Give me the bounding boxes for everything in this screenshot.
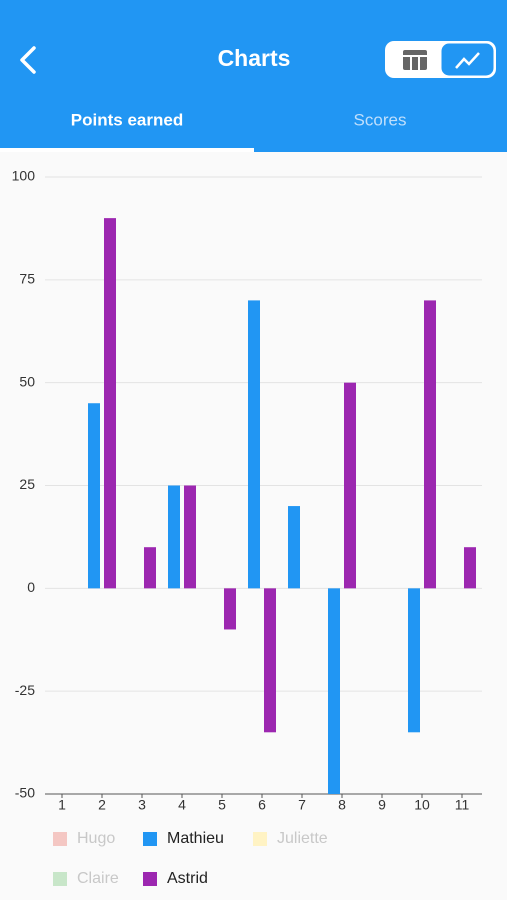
legend-swatch: [53, 832, 67, 846]
bar: [408, 588, 420, 733]
bar: [328, 588, 340, 794]
y-tick-label: 100: [12, 168, 36, 184]
title: Charts: [218, 45, 291, 71]
back-button[interactable]: [20, 46, 36, 74]
bar: [104, 218, 116, 589]
x-tick-label: 5: [218, 797, 226, 813]
bar: [184, 485, 196, 589]
tab[interactable]: Scores: [354, 110, 407, 129]
legend-swatch: [53, 872, 67, 886]
bar: [464, 547, 476, 589]
legend-label[interactable]: Mathieu: [167, 830, 224, 847]
x-tick-label: 4: [178, 797, 186, 813]
y-tick-label: 50: [19, 373, 35, 389]
tab[interactable]: Points earned: [71, 110, 183, 129]
bar: [248, 300, 260, 589]
legend-swatch: [253, 832, 267, 846]
legend-label[interactable]: Hugo: [77, 830, 115, 847]
tab-indicator: [0, 148, 254, 152]
legend-swatch: [143, 832, 157, 846]
y-tick-label: -50: [15, 785, 35, 801]
x-tick-label: 2: [98, 797, 106, 813]
y-tick-label: 25: [19, 476, 35, 492]
x-tick-label: 7: [298, 797, 306, 813]
x-tick-label: 3: [138, 797, 146, 813]
view-toggle[interactable]: [385, 41, 496, 78]
bar: [224, 588, 236, 630]
bar: [144, 547, 156, 589]
bar: [424, 300, 436, 589]
x-tick-label: 8: [338, 797, 346, 813]
x-tick-label: 10: [414, 797, 430, 813]
bar: [344, 382, 356, 589]
x-tick-label: 6: [258, 797, 266, 813]
x-tick-label: 11: [455, 797, 470, 813]
bar: [168, 485, 180, 589]
bar: [88, 403, 100, 589]
x-tick-label: 1: [58, 797, 66, 813]
bar: [288, 506, 300, 589]
legend-swatch: [143, 872, 157, 886]
y-tick-label: 0: [27, 579, 35, 595]
legend-label[interactable]: Claire: [77, 870, 119, 887]
legend-label[interactable]: Juliette: [277, 830, 328, 847]
bar: [264, 588, 276, 733]
y-tick-label: 75: [19, 271, 35, 287]
y-tick-label: -25: [15, 682, 35, 698]
legend-label[interactable]: Astrid: [167, 870, 208, 887]
x-tick-label: 9: [378, 797, 386, 813]
